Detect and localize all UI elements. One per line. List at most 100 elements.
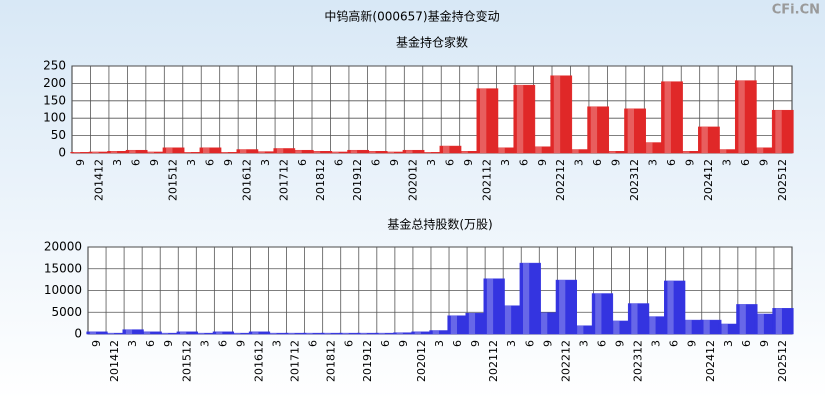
x-tick-label: 3 <box>499 159 512 166</box>
x-tick-label: 9 <box>397 340 410 347</box>
bar-shine <box>147 151 155 153</box>
bar-shine <box>613 320 620 334</box>
bar-shine <box>775 308 782 334</box>
x-tick-label: 6 <box>144 340 157 347</box>
y-tick-label: 10000 <box>44 283 82 297</box>
x-tick-label: 202412 <box>704 340 717 382</box>
x-tick-label: 202412 <box>702 159 715 201</box>
x-tick-label: 9 <box>90 340 103 347</box>
bar-shine <box>595 293 602 334</box>
bar-shine <box>756 147 764 153</box>
x-tick-label: 6 <box>443 159 456 166</box>
bar-shine <box>775 110 782 153</box>
bar-shine <box>479 88 487 153</box>
bar-shine <box>738 80 745 153</box>
x-tick-label: 9 <box>222 159 235 166</box>
bar-shine <box>92 151 99 153</box>
bar-shine <box>258 151 265 153</box>
bar <box>421 152 443 154</box>
x-tick-label: 6 <box>379 340 392 347</box>
x-tick-label: 201412 <box>108 340 121 382</box>
x-tick-label: 202212 <box>554 159 567 201</box>
bar-shine <box>198 333 205 334</box>
x-tick-label: 202312 <box>628 159 641 201</box>
bar-shine <box>572 149 579 153</box>
x-tick-label: 201512 <box>167 159 180 201</box>
bar-shine <box>667 280 674 334</box>
bar <box>587 106 610 154</box>
bar-shine <box>369 151 376 153</box>
x-tick-label: 202012 <box>407 159 420 201</box>
bar-shine <box>450 315 458 334</box>
x-tick-label: 3 <box>647 159 660 166</box>
bar <box>771 109 794 154</box>
bar <box>555 279 577 335</box>
watermark: CFi.CN <box>772 3 820 18</box>
chart-title: 基金总持股数(万股) <box>387 217 492 232</box>
x-tick-label: 3 <box>577 340 590 347</box>
x-tick-label: 3 <box>111 159 124 166</box>
x-tick-label: 3 <box>505 340 518 347</box>
x-tick-label: 9 <box>614 340 627 347</box>
bar-shine <box>701 126 708 153</box>
x-tick-label: 9 <box>162 340 175 347</box>
bar-shine <box>504 305 512 334</box>
bar-shine <box>129 150 136 153</box>
bar-shine <box>443 146 450 153</box>
x-tick-label: 3 <box>198 340 211 347</box>
x-tick-label: 6 <box>130 159 143 166</box>
bar <box>698 126 720 154</box>
x-tick-label: 9 <box>758 340 771 347</box>
bar-shine <box>486 278 494 334</box>
x-tick-label: 201512 <box>180 340 193 382</box>
bar-shine <box>387 151 395 153</box>
x-tick-label: 6 <box>739 159 752 166</box>
x-tick-label: 9 <box>388 159 401 166</box>
x-tick-label: 6 <box>665 159 678 166</box>
bar-shine <box>396 332 403 334</box>
x-tick-label: 201612 <box>252 340 265 382</box>
bar-shine <box>252 331 259 334</box>
y-tick-label: 50 <box>51 128 66 142</box>
x-tick-label: 6 <box>296 159 309 166</box>
x-tick-label: 6 <box>203 159 216 166</box>
x-tick-label: 6 <box>343 340 356 347</box>
bar-shine <box>516 85 524 153</box>
x-tick-label: 9 <box>757 159 770 166</box>
x-tick-label: 201412 <box>93 159 106 201</box>
x-tick-label: 201812 <box>314 159 327 201</box>
bar-shine <box>324 333 331 334</box>
bar <box>291 149 314 154</box>
x-tick-label: 202512 <box>776 159 789 201</box>
x-tick-label: 3 <box>650 340 663 347</box>
y-tick-label: 100 <box>43 111 66 125</box>
bar-shine <box>350 150 358 153</box>
bar <box>303 332 325 335</box>
bar-shine <box>184 152 191 153</box>
bar-shine <box>276 148 284 153</box>
x-tick-label: 3 <box>271 340 284 347</box>
bar <box>162 147 185 154</box>
x-tick-label: 9 <box>148 159 161 166</box>
bar-shine <box>221 152 228 153</box>
bar <box>439 145 462 154</box>
bar-shine <box>73 152 81 153</box>
bar-shine <box>295 150 302 153</box>
bar-shine <box>125 329 133 334</box>
x-tick-label: 201812 <box>325 340 338 382</box>
x-tick-label: 3 <box>185 159 198 166</box>
bar-shine <box>270 333 277 334</box>
bar-shine <box>739 304 746 334</box>
x-tick-label: 6 <box>591 159 604 166</box>
x-tick-label: 3 <box>259 159 272 166</box>
x-tick-label: 9 <box>74 159 87 166</box>
x-tick-label: 6 <box>517 159 530 166</box>
y-tick-label: 150 <box>43 93 66 107</box>
page-title: 中钨高新(000657)基金持仓变动 <box>324 9 499 24</box>
bar <box>519 262 541 335</box>
bar-shine <box>306 333 313 334</box>
y-tick-label: 15000 <box>44 261 82 275</box>
bar-shine <box>664 81 671 153</box>
bar-shine <box>721 323 728 334</box>
